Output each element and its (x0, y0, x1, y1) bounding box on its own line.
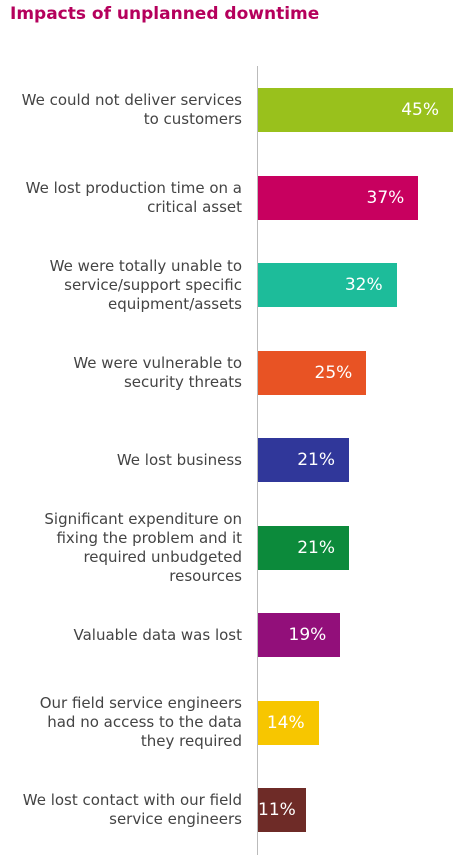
bar (258, 175, 419, 220)
category-label: We lost contact with our field service e… (22, 791, 242, 828)
value-label: 21% (297, 537, 335, 558)
value-label: 32% (344, 275, 383, 295)
category-label: We lost business (116, 450, 242, 469)
bar (258, 438, 349, 482)
bar (258, 350, 367, 395)
bar (258, 525, 349, 570)
bar (258, 788, 306, 832)
category-label: We were totally unable to service/suppor… (49, 256, 242, 313)
value-label: 25% (314, 362, 353, 383)
bar (258, 613, 341, 657)
bar (258, 700, 319, 745)
value-label: 45% (401, 100, 439, 120)
category-label: We were vulnerable to security threats (73, 353, 242, 391)
category-label: Significant expenditure on fixing the pr… (44, 509, 242, 585)
category-label: Our field service engineers had no acces… (39, 694, 242, 750)
bar (258, 263, 397, 307)
value-label: 37% (366, 187, 405, 208)
chart-title: Impacts of unplanned downtime (10, 4, 320, 24)
axis-line (257, 66, 258, 855)
value-label: 21% (297, 450, 335, 470)
bar (258, 88, 453, 132)
value-label: 14% (266, 712, 305, 733)
value-label: 19% (288, 625, 327, 645)
category-label: Valuable data was lost (73, 625, 242, 644)
category-label: We could not deliver services to custome… (21, 91, 242, 128)
category-label: We lost production time on a critical as… (25, 178, 242, 216)
value-label: 11% (258, 800, 296, 820)
